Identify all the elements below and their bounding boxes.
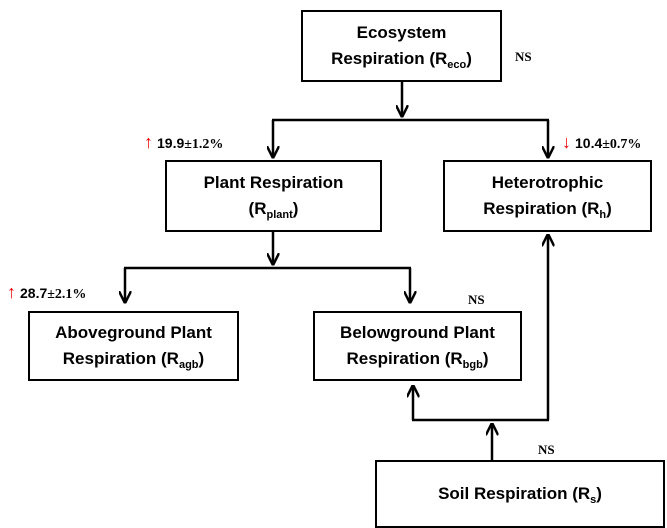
ns-label: NS bbox=[468, 292, 485, 307]
change-arrow: ↓ bbox=[562, 132, 571, 152]
node: Heterotrophic Respiration (Rh) bbox=[443, 160, 652, 232]
change-value: 10.4 bbox=[575, 135, 603, 151]
subscript: plant bbox=[266, 209, 293, 221]
node: Aboveground Plant Respiration (Ragb) bbox=[28, 311, 239, 381]
node-label: ) bbox=[482, 349, 489, 368]
node: Belowground Plant Respiration (Rbgb) bbox=[313, 311, 522, 381]
node: Ecosystem Respiration (Reco) bbox=[301, 10, 502, 82]
node-label: ) bbox=[466, 49, 472, 68]
node-label: Belowground Plant bbox=[340, 323, 495, 342]
change-arrow: ↑ bbox=[7, 282, 16, 302]
node-label: ) bbox=[198, 349, 205, 368]
node-label: ) bbox=[606, 199, 612, 218]
subscript: agb bbox=[178, 359, 199, 371]
subscript: bgb bbox=[462, 359, 483, 371]
ns-label: NS bbox=[538, 442, 555, 457]
subscript: s bbox=[590, 494, 597, 506]
annotation: ↑ 19.9±1.2% bbox=[144, 132, 223, 153]
ns-label: NS bbox=[515, 49, 532, 64]
change-value: 28.7 bbox=[20, 285, 48, 301]
node-label: Respiration (R bbox=[62, 349, 179, 368]
node-label: Ecosystem bbox=[356, 23, 447, 42]
subscript: h bbox=[599, 209, 607, 221]
annotation: ↓ 10.4±0.7% bbox=[562, 132, 641, 153]
node-label: Respiration (R bbox=[483, 199, 600, 218]
node: Plant Respiration (Rplant) bbox=[165, 160, 382, 232]
node-label: Aboveground Plant bbox=[55, 323, 212, 342]
node-label: (R bbox=[248, 199, 267, 218]
node-label: Soil Respiration (R bbox=[438, 484, 591, 503]
node-label: Heterotrophic bbox=[491, 173, 604, 192]
node-label: ) bbox=[292, 199, 299, 218]
annotation: ↑ 28.7±2.1% bbox=[7, 282, 86, 303]
subscript: eco bbox=[447, 59, 467, 71]
change-error: ±0.7% bbox=[602, 137, 642, 152]
change-error: ±2.1% bbox=[47, 287, 87, 302]
node-label: Respiration (R bbox=[346, 349, 463, 368]
change-error: ±1.2% bbox=[184, 137, 224, 152]
node-label: Plant Respiration bbox=[203, 173, 344, 192]
node: Soil Respiration (Rs) bbox=[375, 460, 665, 528]
node-label: ) bbox=[596, 484, 602, 503]
change-arrow: ↑ bbox=[144, 132, 153, 152]
node-label: Respiration (R bbox=[331, 49, 448, 68]
change-value: 19.9 bbox=[157, 135, 185, 151]
